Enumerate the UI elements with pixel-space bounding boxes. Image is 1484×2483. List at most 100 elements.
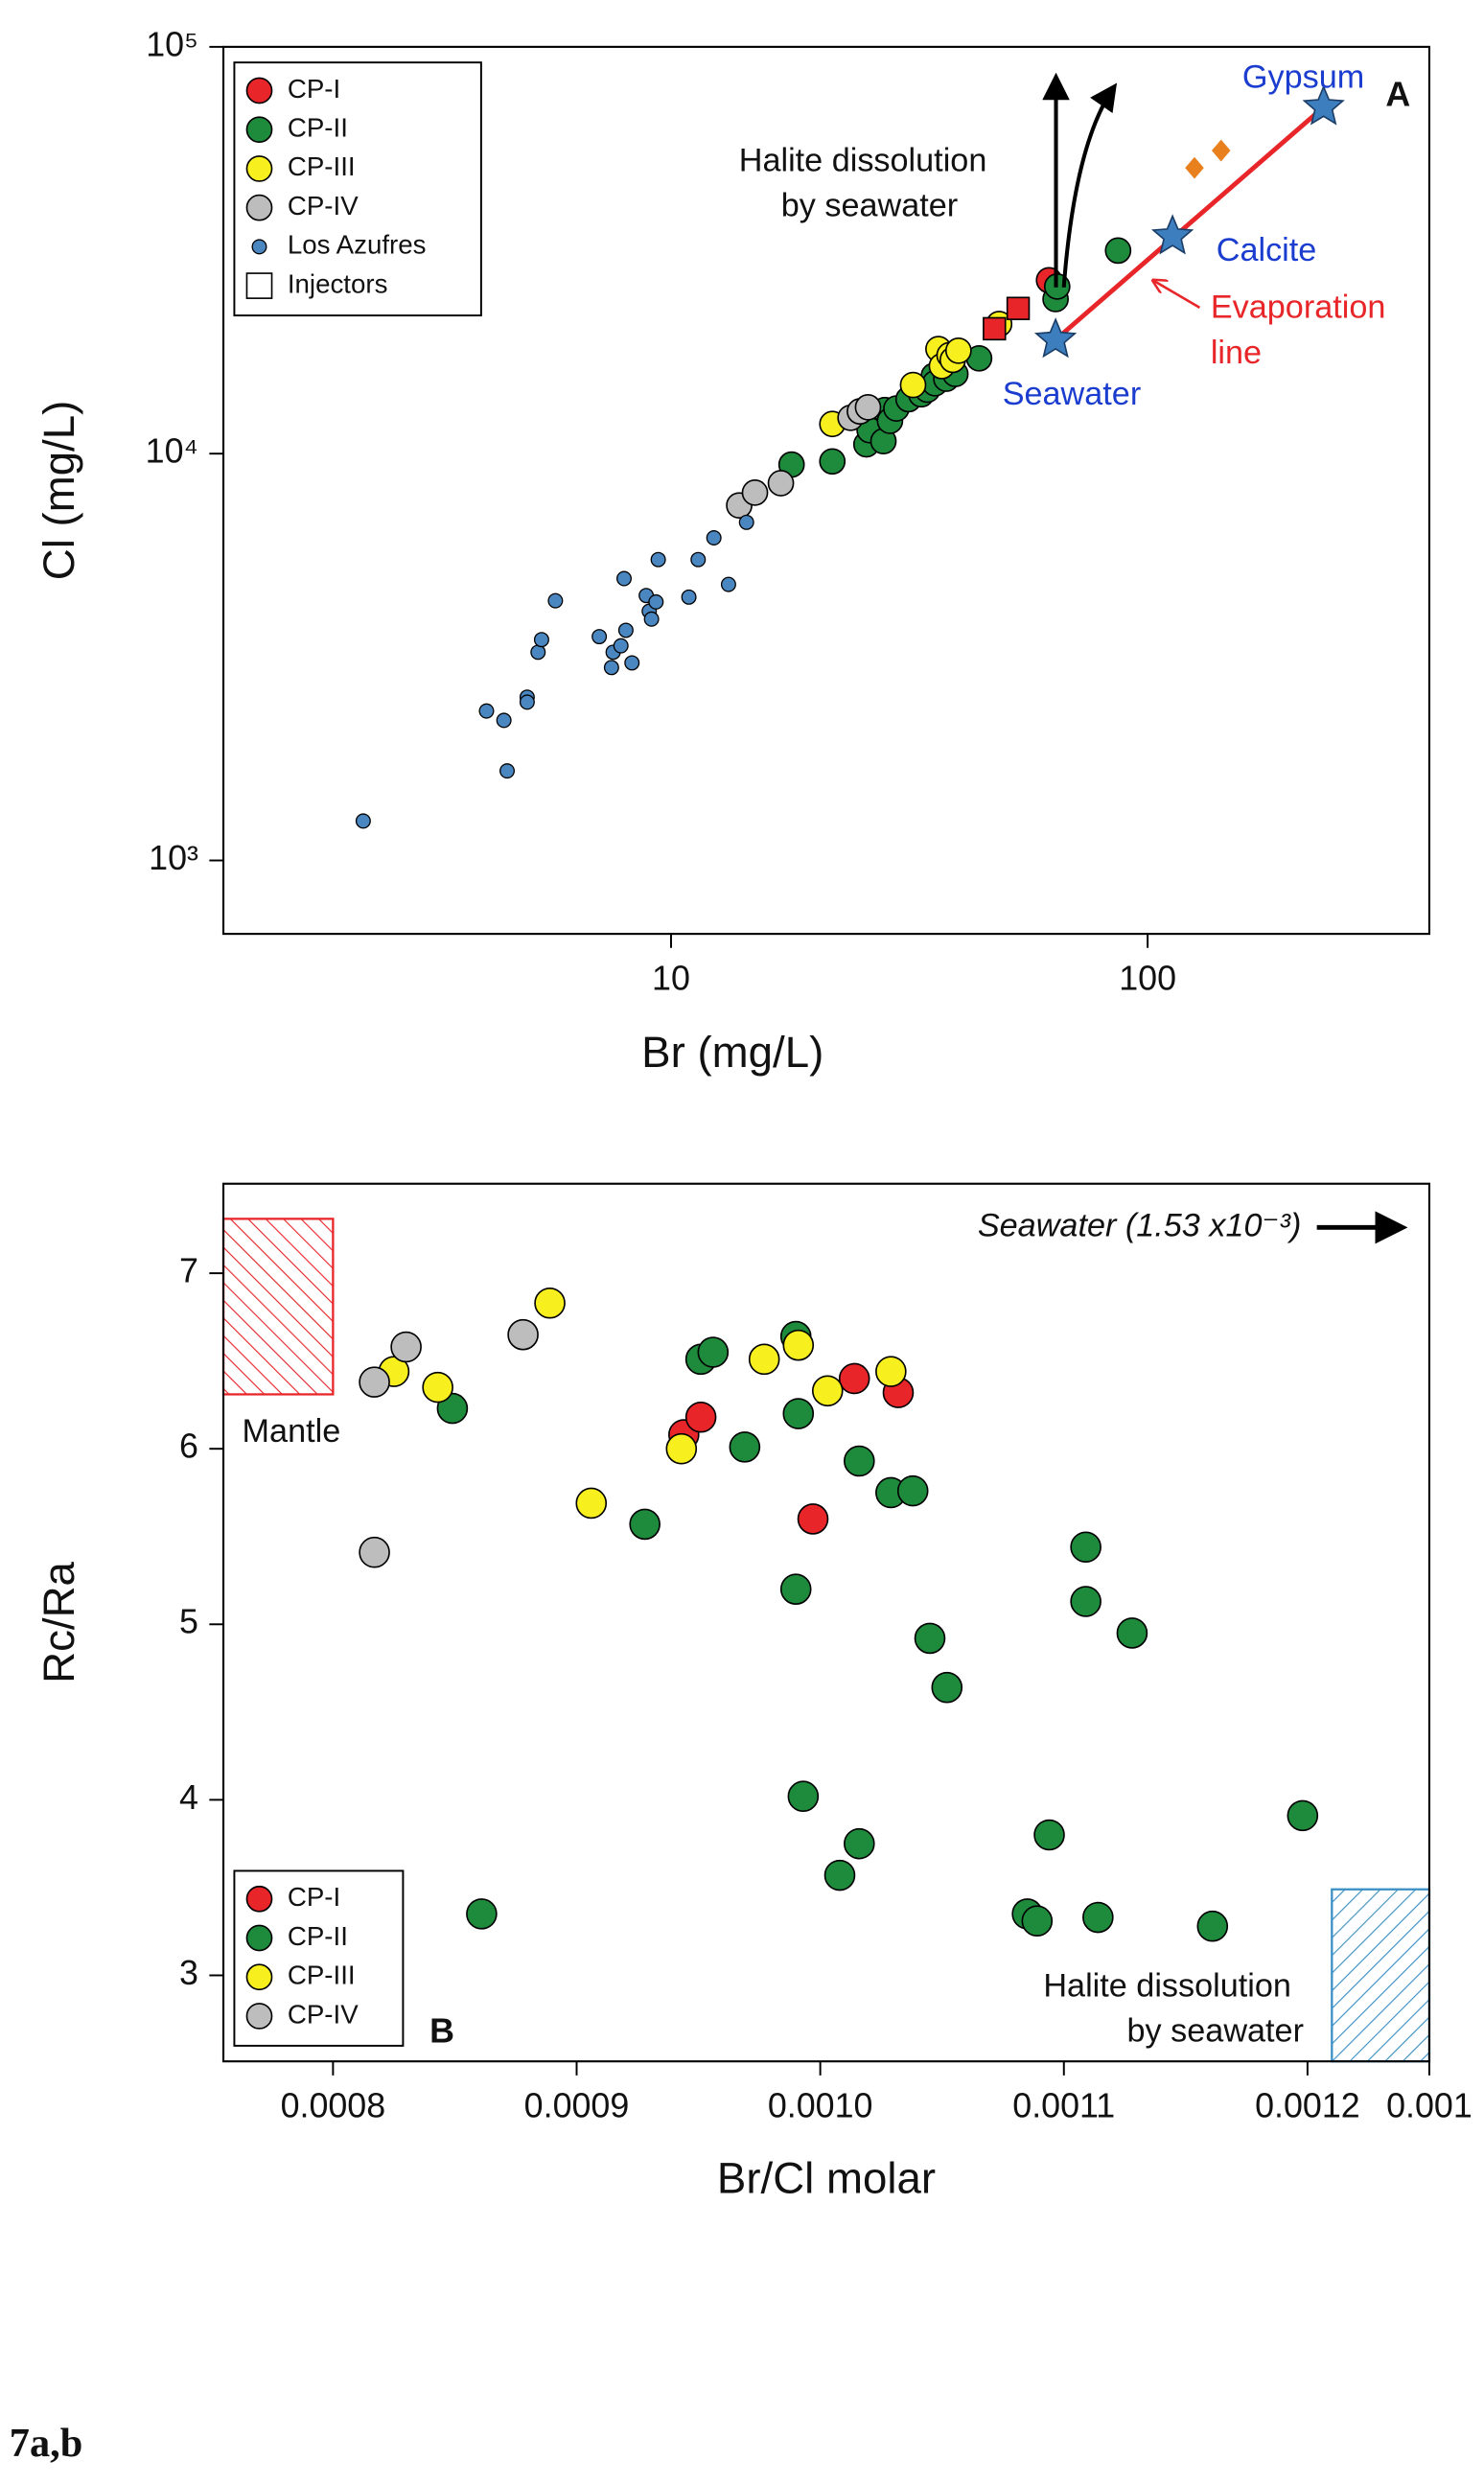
reference-star	[1033, 317, 1078, 359]
y-axis-title: Cl (mg/L)	[35, 401, 83, 580]
point	[390, 1331, 422, 1363]
point	[650, 551, 666, 568]
diamond-marker	[1211, 139, 1231, 162]
seawater-note: Seawater (1.53 x10⁻³)	[978, 1207, 1302, 1243]
point	[478, 703, 495, 719]
point	[648, 593, 664, 610]
y-tick-label: 4	[179, 1778, 198, 1817]
plot-frame	[221, 1182, 1431, 2063]
point	[738, 514, 754, 530]
y-tick-label: 6	[179, 1427, 198, 1466]
square-marker	[983, 316, 1007, 341]
legend-marker	[245, 194, 273, 221]
y-axis-title: Rc/Ra	[35, 1561, 83, 1682]
x-tick-label: 10	[652, 959, 690, 997]
legend-marker	[245, 77, 273, 104]
point	[624, 655, 640, 671]
halite-label: Halite dissolution	[739, 142, 987, 178]
legend-label: Injectors	[288, 268, 388, 298]
point	[1033, 1819, 1065, 1851]
point	[1082, 1901, 1114, 1934]
panel-label: B	[429, 2011, 454, 2050]
legend-marker	[245, 1963, 273, 1991]
point	[797, 1503, 829, 1535]
point	[811, 1375, 844, 1407]
point	[533, 632, 549, 648]
point	[422, 1371, 453, 1404]
point	[931, 1671, 963, 1704]
point	[575, 1487, 608, 1520]
point	[519, 694, 535, 710]
point	[779, 1573, 812, 1605]
legend-label: CP-III	[288, 151, 356, 181]
legend-marker	[251, 239, 267, 255]
panel-label: A	[1385, 75, 1410, 113]
x-tick-label: 0.001	[1386, 2087, 1472, 2125]
point	[706, 530, 722, 545]
point	[1070, 1586, 1101, 1617]
reference-star	[1150, 214, 1194, 255]
point	[496, 712, 512, 729]
point	[720, 576, 736, 592]
point	[534, 1287, 566, 1319]
x-tick-label: 0.0008	[281, 2087, 386, 2125]
point	[665, 1432, 698, 1465]
point	[684, 1401, 717, 1433]
point	[616, 570, 632, 587]
y-tick-label: 3	[179, 1954, 198, 1992]
point	[507, 1318, 539, 1351]
point	[547, 592, 564, 609]
reference-label: Seawater	[1003, 376, 1142, 412]
region-label: by seawater	[1127, 2013, 1304, 2050]
legend-marker	[245, 155, 273, 182]
point	[499, 763, 515, 779]
point	[1196, 1910, 1229, 1942]
point	[854, 394, 882, 421]
point	[782, 1329, 815, 1361]
point	[899, 371, 927, 399]
figure-caption: 7a,b	[10, 2421, 82, 2466]
x-tick-label: 0.0010	[768, 2087, 873, 2125]
x-tick-label: 100	[1119, 959, 1176, 997]
point	[681, 589, 697, 605]
point	[944, 336, 972, 364]
region	[1331, 1888, 1431, 2063]
point	[748, 1343, 780, 1376]
y-tick-label: 10⁴	[146, 432, 198, 471]
point	[1021, 1905, 1054, 1938]
halite-label: by seawater	[781, 188, 958, 224]
reference-star	[1302, 84, 1345, 126]
legend-label: Los Azufres	[288, 230, 427, 260]
point	[896, 1474, 929, 1507]
reference-label: Gypsum	[1242, 58, 1364, 95]
point	[613, 638, 629, 654]
legend-marker	[245, 1924, 273, 1952]
square-marker	[1006, 296, 1031, 320]
point	[697, 1336, 730, 1368]
y-tick-label: 10³	[149, 839, 198, 877]
halite-arrow	[1061, 82, 1118, 288]
evaporation-label: Evaporation	[1211, 290, 1386, 326]
point	[466, 1898, 498, 1930]
legend-label: CP-IV	[288, 1999, 359, 2029]
y-tick-label: 7	[179, 1252, 198, 1290]
x-tick-label: 0.0012	[1255, 2087, 1360, 2125]
point	[1287, 1799, 1319, 1832]
point	[819, 448, 846, 476]
legend-label: CP-I	[288, 74, 340, 104]
point	[617, 622, 634, 638]
point	[1070, 1531, 1101, 1564]
x-tick-label: 0.0009	[524, 2087, 630, 2125]
point	[530, 644, 546, 661]
legend-marker	[245, 272, 273, 299]
point	[844, 1445, 875, 1477]
point	[359, 1536, 390, 1568]
plot-frame	[221, 45, 1431, 936]
legend-box	[233, 61, 482, 317]
legend-label: CP-III	[288, 1961, 356, 1990]
legend-label: CP-II	[288, 1921, 348, 1951]
region-label: Mantle	[243, 1413, 341, 1450]
point	[741, 479, 769, 506]
region-label: Halite dissolution	[1043, 1967, 1291, 2004]
